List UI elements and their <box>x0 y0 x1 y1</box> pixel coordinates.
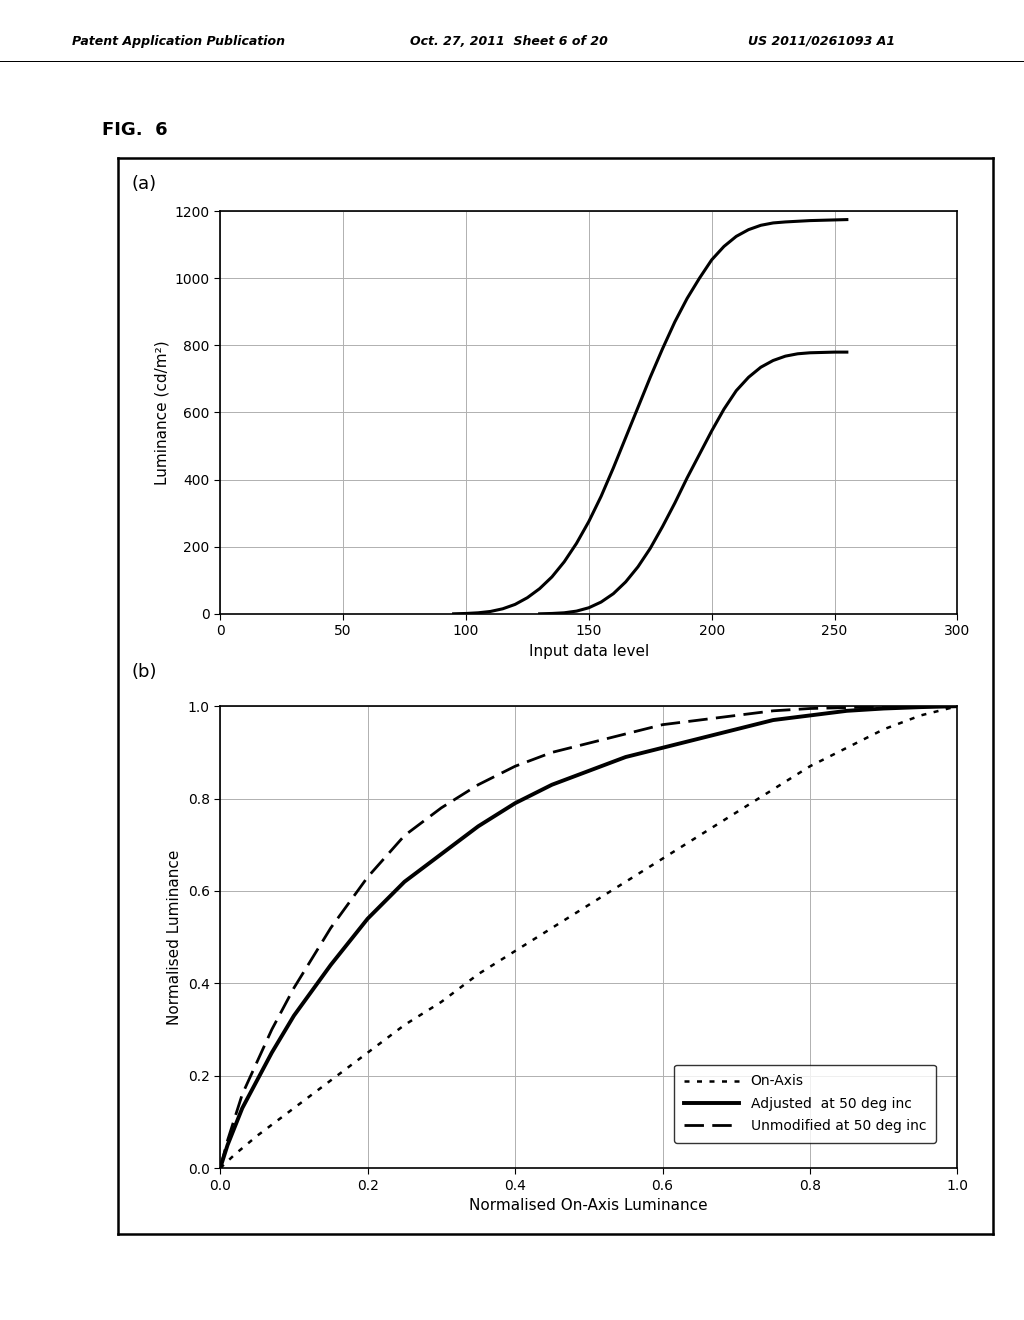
Text: US 2011/0261093 A1: US 2011/0261093 A1 <box>748 34 895 48</box>
Text: (b): (b) <box>131 663 157 681</box>
Text: FIG.  6: FIG. 6 <box>102 120 168 139</box>
Legend: On-Axis, Adjusted  at 50 deg inc, Unmodified at 50 deg inc: On-Axis, Adjusted at 50 deg inc, Unmodif… <box>674 1065 936 1143</box>
Text: (a): (a) <box>131 174 157 193</box>
X-axis label: Input data level: Input data level <box>528 644 649 659</box>
Y-axis label: Normalised Luminance: Normalised Luminance <box>167 850 182 1024</box>
Y-axis label: Luminance (cd/m²): Luminance (cd/m²) <box>154 341 169 484</box>
X-axis label: Normalised On-Axis Luminance: Normalised On-Axis Luminance <box>469 1199 709 1213</box>
Text: Patent Application Publication: Patent Application Publication <box>72 34 285 48</box>
Text: Oct. 27, 2011  Sheet 6 of 20: Oct. 27, 2011 Sheet 6 of 20 <box>410 34 607 48</box>
